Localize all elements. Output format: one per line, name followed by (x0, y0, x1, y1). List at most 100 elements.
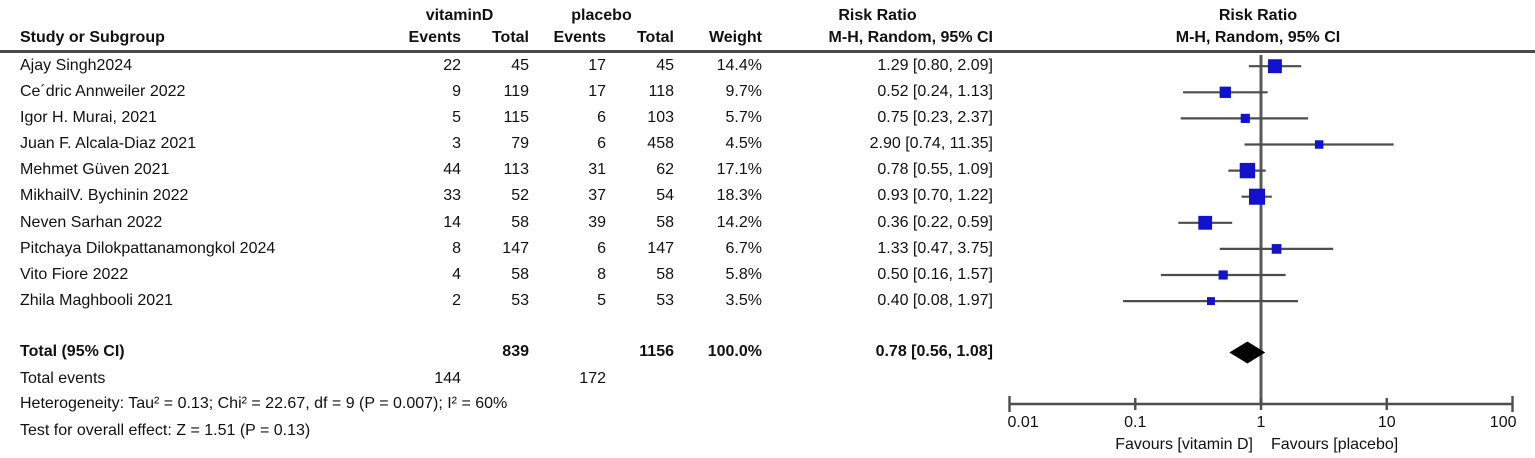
total-vitamind: 115 (503, 109, 529, 127)
events-vitamind: 8 (452, 239, 461, 257)
events-placebo: 6 (597, 135, 606, 153)
events-vitamind: 33 (443, 187, 461, 205)
events-placebo: 6 (597, 239, 606, 257)
group-header-vitamind: vitaminD (425, 7, 494, 24)
risk-ratio-ci-value: 0.36 [0.22, 0.59] (877, 213, 993, 231)
effect-square (1249, 188, 1266, 205)
events-vitamind: 2 (452, 291, 461, 309)
effect-square (1206, 297, 1215, 306)
weight-value: 6.7% (725, 239, 762, 257)
weight-value: 5.7% (725, 109, 762, 127)
events-placebo: 5 (597, 291, 606, 309)
risk-ratio-ci-value: 0.40 [0.08, 1.97] (877, 291, 993, 309)
total-weight: 100.0% (707, 343, 762, 360)
effect-square (1267, 59, 1282, 74)
events-placebo: 8 (597, 265, 606, 283)
favours-left-label: Favours [vitamin D] (1115, 436, 1253, 453)
axis-tick-label: 1 (1257, 414, 1266, 431)
total2-column-header: Total (636, 29, 674, 46)
favours-right-label: Favours [placebo] (1271, 436, 1398, 453)
total-placebo: 103 (647, 109, 674, 127)
events-vitamind: 44 (443, 161, 461, 179)
events-vitamind: 9 (452, 83, 461, 101)
overall-effect-note: Test for overall effect: Z = 1.51 (P = 0… (20, 422, 311, 439)
total-vitamind: 52 (511, 187, 529, 205)
total1-column-header: Total (491, 29, 529, 46)
header-separator-rule (0, 50, 1535, 53)
events-placebo: 39 (588, 213, 606, 231)
events-vitamind: 22 (443, 57, 461, 74)
risk-ratio-ci-value: 1.33 [0.47, 3.75] (877, 239, 993, 257)
total-placebo: 118 (648, 83, 674, 101)
risk-ratio-ci-value: 0.50 [0.16, 1.57] (877, 265, 993, 283)
total-row: Total (95% CI) 839 1156 100.0% 0.78 [0.5… (20, 339, 993, 365)
risk-ratio-ci-value: 0.78 [0.55, 1.09] (877, 161, 993, 179)
total-placebo: 53 (656, 291, 674, 309)
total-vitamind: 58 (511, 213, 529, 231)
total-placebo: 58 (656, 265, 674, 283)
study-column-header: Study or Subgroup (20, 29, 165, 46)
weight-value: 9.7% (725, 83, 762, 101)
total-vitamind: 147 (502, 239, 529, 257)
total-placebo: 45 (656, 57, 674, 74)
weight-value: 17.1% (716, 161, 762, 179)
effect-square (1240, 113, 1250, 123)
effect-square (1219, 86, 1231, 98)
risk-ratio-ci-value: 0.52 [0.24, 1.13] (877, 83, 993, 101)
mh-ci-plot-header: M-H, Random, 95% CI (1175, 29, 1341, 46)
total-vitamind: 79 (511, 135, 529, 153)
weight-value: 5.8% (725, 265, 762, 283)
study-name: MikhailV. Bychinin 2022 (20, 187, 189, 205)
total-events-row: Total events 144 172 (20, 366, 993, 392)
weight-value: 18.3% (716, 187, 762, 205)
mh-ci-column-header: M-H, Random, 95% CI (828, 29, 993, 46)
weight-column-header: Weight (708, 29, 762, 46)
total-vitamind-total: 839 (502, 343, 529, 360)
events-vitamind: 4 (452, 265, 461, 283)
study-name: Vito Fiore 2022 (20, 265, 129, 283)
weight-value: 14.2% (716, 213, 762, 231)
study-name: Ce´dric Annweiler 2022 (20, 83, 186, 101)
weight-value: 3.5% (725, 291, 762, 309)
total-placebo: 58 (656, 213, 674, 231)
total-events-label: Total events (20, 370, 106, 387)
total-placebo: 62 (656, 161, 674, 179)
study-name: Juan F. Alcala-Diaz 2021 (20, 135, 197, 153)
events-placebo: 6 (597, 109, 606, 127)
effect-square (1218, 270, 1228, 280)
events-placebo: 17 (588, 83, 606, 101)
effect-square (1239, 162, 1256, 179)
axis-tick-label: 100 (1490, 414, 1517, 431)
events1-column-header: Events (408, 29, 461, 46)
risk-ratio-column-title: Risk Ratio (838, 7, 917, 24)
axis-tick-label: 0.1 (1124, 414, 1146, 431)
effect-square (1198, 215, 1213, 230)
total-vitamind: 45 (511, 57, 529, 74)
total-vitamind: 113 (503, 161, 529, 179)
study-name: Ajay Singh2024 (20, 57, 133, 74)
weight-value: 14.4% (716, 57, 762, 74)
effect-square (1314, 140, 1324, 149)
risk-ratio-ci-value: 1.29 [0.80, 2.09] (877, 57, 993, 74)
events-vitamind: 3 (452, 135, 461, 153)
total-placebo: 147 (647, 239, 674, 257)
study-name: Neven Sarhan 2022 (20, 213, 163, 231)
study-name: Mehmet Güven 2021 (20, 161, 170, 179)
axis-tick-label: 10 (1378, 414, 1396, 431)
events-placebo: 37 (588, 187, 606, 205)
study-name: Zhila Maghbooli 2021 (20, 291, 173, 309)
study-name: Igor H. Murai, 2021 (20, 109, 157, 127)
total-events-placebo: 172 (579, 370, 606, 387)
events-placebo: 31 (588, 161, 606, 179)
total-events-vitamind: 144 (434, 370, 461, 387)
total-placebo: 458 (647, 135, 674, 153)
events-vitamind: 14 (443, 213, 461, 231)
total-placebo-total: 1156 (639, 343, 674, 360)
heterogeneity-note: Heterogeneity: Tau² = 0.13; Chi² = 22.67… (20, 395, 508, 412)
risk-ratio-plot-title: Risk Ratio (1218, 7, 1298, 24)
effect-square (1271, 244, 1282, 254)
total-vitamind: 53 (511, 291, 529, 309)
risk-ratio-ci-value: 0.93 [0.70, 1.22] (877, 187, 993, 205)
group-header-placebo: placebo (571, 7, 632, 24)
